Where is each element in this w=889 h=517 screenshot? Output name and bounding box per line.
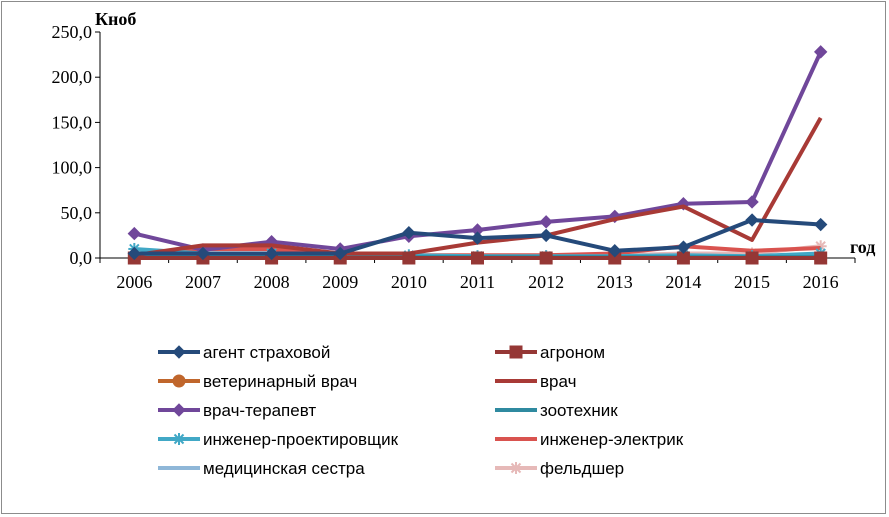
x-tick-label: 2006: [116, 272, 152, 292]
data-point: [539, 215, 553, 229]
legend-item: ветеринарный врач: [158, 372, 357, 391]
legend-label: ветеринарный врач: [203, 372, 357, 391]
plot-area: 0,0 50,0 100,0 150,0 200,0 250,0 2006 2007 2008 2…: [52, 22, 856, 292]
legend-item: зоотехник: [495, 401, 618, 420]
legend-item: агроном: [495, 343, 605, 362]
legend-label: инженер-электрик: [540, 430, 684, 449]
series-layer: [127, 45, 828, 265]
x-tick-label: 2014: [665, 272, 701, 292]
legend-label: инженер-проектировщик: [203, 430, 399, 449]
y-tick-label: 100,0: [52, 158, 93, 178]
data-point: [127, 226, 142, 241]
legend: агент страховой агроном ветеринарный врач в…: [158, 343, 684, 478]
x-tick-label: 2009: [322, 272, 358, 292]
legend-swatch-marker: [173, 433, 185, 445]
data-point: [264, 246, 279, 261]
x-tick-label: 2008: [254, 272, 290, 292]
legend-label: фельдшер: [540, 459, 624, 478]
legend-label: врач-терапевт: [203, 401, 316, 420]
legend-item: врач-терапевт: [158, 401, 316, 420]
legend-label: медицинская сестра: [203, 459, 365, 478]
y-tick-label: 200,0: [52, 67, 93, 87]
x-tick-label: 2015: [734, 272, 770, 292]
series-0: [127, 213, 828, 261]
x-tick-label: 2010: [391, 272, 427, 292]
y-tick-label: 150,0: [52, 112, 93, 132]
data-point: [813, 217, 828, 232]
data-point: [676, 240, 691, 254]
legend-item: врач: [495, 372, 576, 391]
star-stroke: [510, 462, 522, 474]
legend-label: агроном: [540, 343, 605, 362]
data-point: [127, 246, 142, 261]
data-point: [745, 213, 759, 227]
legend-swatch-marker: [172, 403, 186, 417]
data-point: [539, 228, 553, 243]
data-point: [608, 244, 622, 258]
data-point: [813, 45, 828, 59]
x-tick-label: 2013: [597, 272, 633, 292]
data-point: [814, 251, 828, 265]
legend-swatch-marker: [510, 462, 522, 474]
star-stroke: [173, 433, 185, 445]
y-tick-label: 0,0: [70, 248, 93, 268]
legend-item: агент страховой: [158, 343, 330, 362]
x-tick-label: 2012: [528, 272, 564, 292]
legend-swatch-marker: [172, 345, 186, 359]
data-point: [745, 195, 759, 209]
legend-swatch-marker: [509, 345, 523, 359]
data-point: [471, 251, 484, 265]
x-tick-label: 2011: [460, 272, 495, 292]
y-tick-label: 50,0: [61, 203, 93, 223]
legend-label: зоотехник: [540, 401, 618, 420]
legend-item: инженер-проектировщик: [158, 430, 399, 449]
series-line: [133, 51, 823, 252]
x-tick-label: 2016: [803, 272, 839, 292]
data-point: [402, 225, 416, 240]
legend-item: инженер-электрик: [495, 430, 684, 449]
y-tick-label: 250,0: [52, 22, 93, 42]
legend-label: агент страховой: [203, 343, 330, 362]
legend-swatch-marker: [172, 374, 186, 388]
data-point: [470, 231, 485, 245]
data-point: [196, 246, 210, 261]
x-axis-title: год: [850, 237, 875, 257]
data-point: [402, 251, 416, 265]
data-point: [333, 246, 347, 261]
x-tick-label: 2007: [185, 272, 221, 292]
legend-item: фельдшер: [495, 459, 624, 478]
legend-label: врач: [540, 372, 576, 391]
legend-item: медицинская сестра: [158, 459, 365, 478]
y-axis-title: Кноб: [95, 9, 136, 29]
data-point: [745, 251, 759, 265]
data-point: [539, 251, 553, 265]
